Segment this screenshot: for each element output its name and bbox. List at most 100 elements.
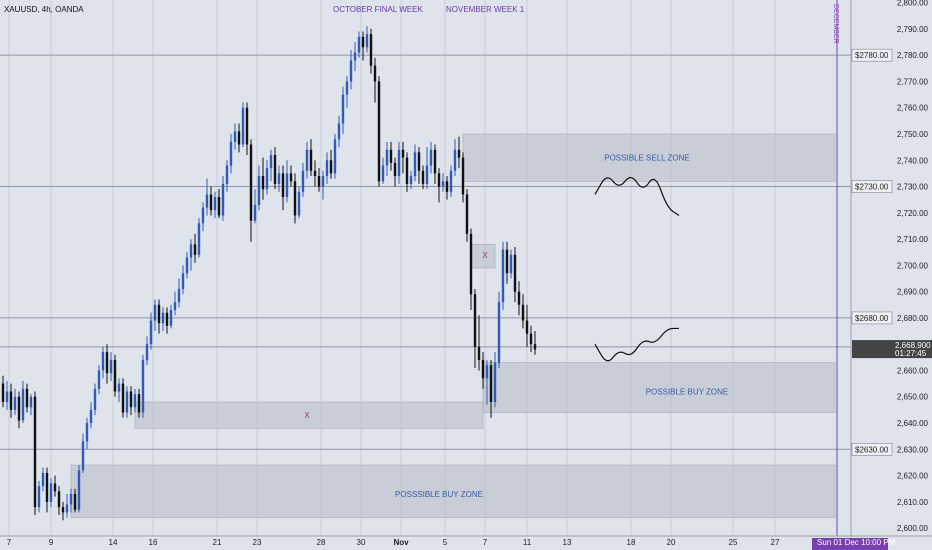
candle-body	[61, 507, 65, 513]
time-tick-label: 27	[771, 538, 780, 547]
candle-body	[425, 165, 429, 184]
level-tag-text: $2630.00	[855, 445, 889, 454]
price-tick-label: 2,780.00	[897, 51, 929, 60]
candle-body	[165, 312, 169, 326]
level-tag-box	[851, 442, 893, 456]
time-tick-label: 5	[443, 538, 448, 547]
candle-body	[25, 388, 29, 408]
candle-body	[145, 344, 149, 360]
candle-body	[429, 149, 433, 166]
header-label-november: NOVEMBER WEEK 1	[446, 5, 525, 14]
candle-body	[265, 168, 269, 190]
time-tick-label: 30	[357, 538, 366, 547]
time-tick-label: 13	[563, 538, 572, 547]
candle-body	[489, 365, 493, 402]
candle-body	[529, 333, 533, 345]
candle-body	[405, 157, 409, 184]
price-axis[interactable]: 2,600.00 2,610.00 2,620.00 2,630.00 2,640.00…	[850, 0, 932, 550]
candle-body	[141, 359, 145, 413]
candle-body	[437, 173, 441, 187]
candle-body	[53, 483, 57, 492]
candle-body	[313, 170, 317, 177]
price-countdown: 01:27:45	[895, 349, 927, 358]
candle-body	[33, 396, 37, 508]
candle-body	[77, 470, 81, 510]
candle-body	[465, 194, 469, 234]
zone-label: X	[304, 411, 310, 420]
candle-body	[233, 131, 237, 142]
candle-body	[345, 81, 349, 95]
drawings	[594, 177, 680, 362]
candle-body	[401, 149, 405, 158]
candle-body	[297, 191, 301, 216]
candle-body	[169, 310, 173, 326]
time-tick-label: 11	[523, 538, 532, 547]
candle-body	[305, 149, 309, 171]
symbol-title: XAUUSD, 4h, OANDA	[4, 5, 84, 14]
candle-body	[201, 207, 205, 224]
time-tick-label: 18	[627, 538, 636, 547]
candle-body	[193, 244, 197, 255]
time-axis-bg	[0, 536, 851, 550]
candle-body	[461, 157, 465, 195]
candle-body	[49, 483, 53, 502]
candle-body	[209, 194, 213, 211]
candle-body	[245, 107, 249, 145]
candle-body	[121, 383, 125, 413]
candle-body	[17, 396, 21, 421]
time-axis[interactable]: 7 9 14 16 21 23 28 30 Nov 5 7 11 13 18 20 25 27 Sun 01 De…	[0, 535, 932, 550]
price-tick-label: 2,760.00	[897, 104, 929, 113]
candle-body	[389, 149, 393, 163]
date-badge	[812, 538, 888, 550]
candle-body	[21, 388, 25, 421]
candle-body	[229, 141, 233, 166]
candle-body	[93, 388, 97, 410]
candle-body	[157, 304, 161, 324]
level-tag-box	[851, 48, 893, 62]
candle-body	[173, 302, 177, 311]
december-label: DECEMBER	[832, 4, 839, 44]
time-tick-label: 16	[149, 538, 158, 547]
price-tick-label: 2,600.00	[897, 524, 929, 533]
header-label-october: OCTOBER FINAL WEEK	[333, 5, 423, 14]
candle-body	[433, 149, 437, 174]
candle-body	[125, 391, 129, 413]
candle-body	[249, 144, 253, 221]
price-tick-label: 2,690.00	[897, 288, 929, 297]
candle-body	[57, 491, 61, 508]
candle-body	[73, 493, 77, 510]
candle-body	[221, 183, 225, 216]
candle-body	[385, 149, 389, 166]
date-badge-text: Sun 01 Dec 10:00 PM	[817, 538, 896, 547]
price-tick-label: 2,790.00	[897, 25, 929, 34]
price-tick-label: 2,680.00	[897, 314, 929, 323]
candle-body	[137, 394, 141, 413]
candles	[1, 26, 537, 521]
candle-body	[257, 176, 261, 205]
candle-body	[361, 36, 365, 48]
candle-body	[525, 320, 529, 334]
candle-body	[509, 254, 513, 274]
candle-body	[505, 249, 509, 274]
candle-body	[9, 391, 13, 410]
candle-body	[189, 244, 193, 258]
candle-body	[377, 81, 381, 182]
candle-body	[349, 60, 353, 82]
price-tick-label: 2,730.00	[897, 183, 929, 192]
level-tag-text: $2730.00	[855, 183, 889, 192]
candle-body	[133, 394, 137, 408]
candle-body	[89, 409, 93, 424]
candle-body	[261, 176, 265, 190]
candle-body	[185, 257, 189, 274]
candle-body	[333, 139, 337, 174]
candle-body	[373, 65, 377, 82]
price-tick-label: 2,720.00	[897, 209, 929, 218]
candle-body	[5, 391, 9, 402]
level-tag-box	[851, 180, 893, 193]
candle-body	[181, 273, 185, 290]
time-tick-label: Nov	[393, 538, 409, 547]
price-tick-label: 2,770.00	[897, 77, 929, 86]
candle-body	[369, 34, 373, 66]
